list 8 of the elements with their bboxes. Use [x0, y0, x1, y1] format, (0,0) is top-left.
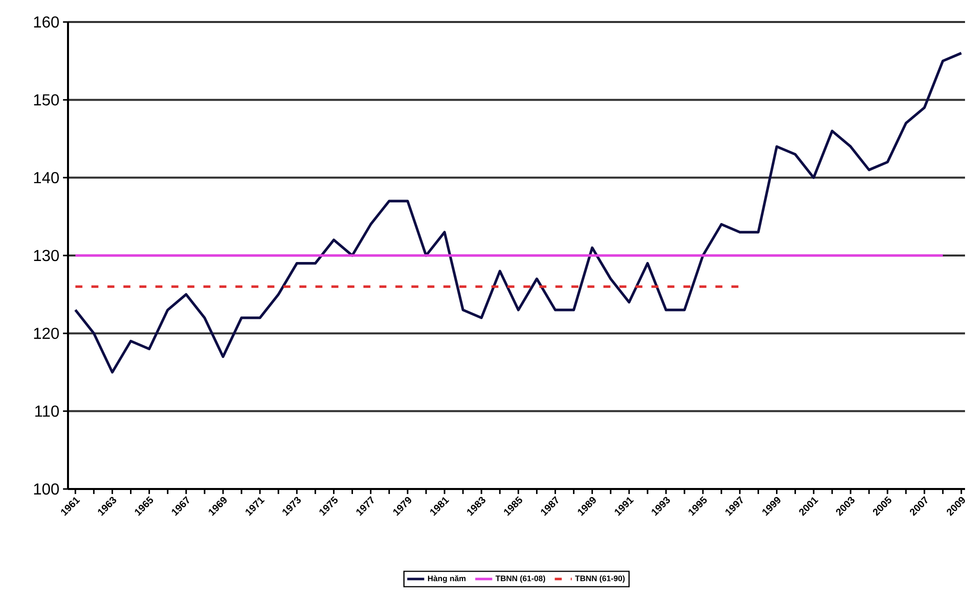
y-tick-label: 130	[34, 250, 59, 262]
y-tick-label: 110	[35, 406, 59, 417]
y-tick-label: 140	[34, 172, 59, 184]
y-tick-label: 120	[34, 328, 59, 339]
y-tick-label: 100	[34, 483, 59, 495]
y-tick-label: 160	[34, 16, 59, 28]
line-series	[74, 52, 963, 374]
y-tick-label: 150	[34, 94, 59, 106]
